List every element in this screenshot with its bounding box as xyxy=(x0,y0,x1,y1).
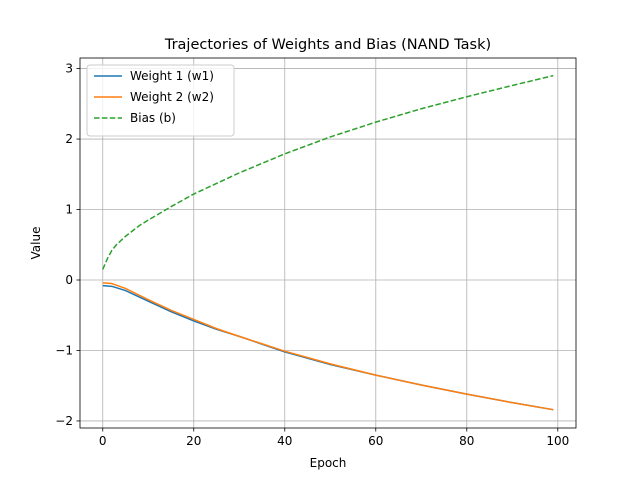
y-tick-label: 1 xyxy=(65,203,73,217)
x-tick-label: 60 xyxy=(368,434,383,448)
chart-title: Trajectories of Weights and Bias (NAND T… xyxy=(164,37,491,53)
grid xyxy=(80,58,576,428)
legend-label-3: Bias (b) xyxy=(130,111,176,125)
x-tick-label: 80 xyxy=(459,434,474,448)
x-tick-label: 40 xyxy=(277,434,292,448)
plot-frame xyxy=(79,57,577,429)
x-tick-label: 100 xyxy=(546,434,569,448)
y-tick-label: 3 xyxy=(65,62,73,76)
legend-label-1: Weight 1 (w1) xyxy=(130,69,214,83)
legend-label-2: Weight 2 (w2) xyxy=(130,90,214,104)
series-lines xyxy=(102,74,554,411)
x-tick-label: 20 xyxy=(186,434,201,448)
y-tick-label: −1 xyxy=(55,343,73,357)
y-tick-label: 0 xyxy=(65,273,73,287)
axis-ticks: 0 20 40 60 80 100 −2 −1 0 1 2 3 xyxy=(55,62,569,448)
series-line-2 xyxy=(102,282,554,411)
y-axis-label: Value xyxy=(29,227,43,260)
legend: Weight 1 (w1) Weight 2 (w2) Bias (b) xyxy=(86,64,235,137)
y-tick-label: −2 xyxy=(55,414,73,428)
x-axis-label: Epoch xyxy=(310,456,347,470)
y-tick-label: 2 xyxy=(65,132,73,146)
legend-box xyxy=(86,64,235,137)
x-tick-label: 0 xyxy=(99,434,107,448)
series-line-3 xyxy=(102,74,554,270)
